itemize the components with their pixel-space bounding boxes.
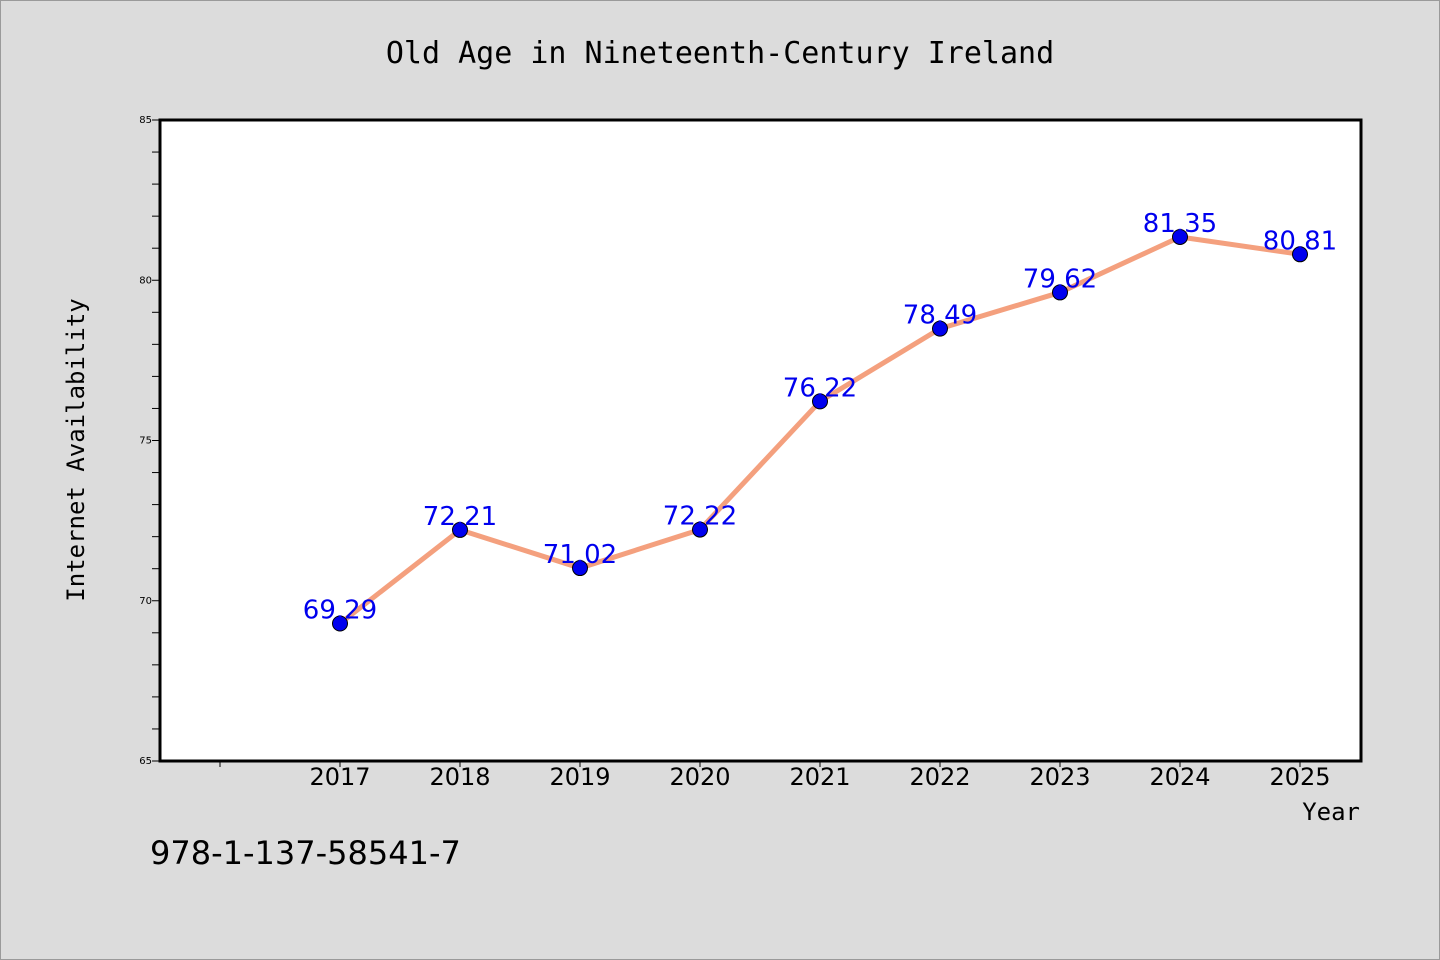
x-tick-label: 2024: [1149, 763, 1210, 791]
y-axis-label: Internet Availability: [62, 298, 90, 601]
x-tick-label: 2022: [909, 763, 970, 791]
data-point: [1052, 284, 1068, 301]
y-tick-label: 70: [139, 596, 152, 607]
data-point: [932, 320, 948, 337]
data-point: [692, 521, 708, 538]
y-tick-label: 85: [139, 115, 152, 126]
isbn-text: 978-1-137-58541-7: [150, 834, 461, 872]
series-group: 69.29 72.21 71.02 72.22 76.22 78.49 79.62 81.35…: [303, 209, 1337, 632]
y-axis: 65 70 75 80 85: [139, 115, 160, 767]
data-point: [1292, 246, 1308, 263]
data-point: [332, 615, 348, 632]
data-point: [572, 560, 588, 577]
data-label: 76.22: [783, 373, 857, 403]
y-tick-label: 75: [139, 436, 152, 447]
data-label: 81.35: [1143, 209, 1217, 239]
x-tick-label: 2018: [429, 763, 490, 791]
data-point: [452, 521, 468, 538]
x-tick-label: 2020: [669, 763, 730, 791]
x-tick-label: 2017: [309, 763, 370, 791]
data-label: 69.29: [303, 596, 377, 626]
data-point: [1172, 228, 1188, 245]
chart-title: Old Age in Nineteenth-Century Ireland: [386, 36, 1054, 71]
data-label: 80.81: [1263, 226, 1337, 256]
data-label: 71.02: [543, 540, 617, 570]
data-label: 78.49: [903, 301, 977, 331]
y-tick-label: 80: [139, 275, 152, 286]
data-label: 72.21: [423, 502, 497, 532]
x-tick-label: 2019: [549, 763, 610, 791]
plot-area: [158, 118, 1363, 763]
y-tick-label: 65: [139, 756, 152, 767]
data-label: 72.22: [663, 502, 737, 532]
data-point: [812, 393, 828, 410]
x-tick-label: 2021: [789, 763, 850, 791]
x-tick-label: 2023: [1029, 763, 1090, 791]
data-label: 79.62: [1023, 264, 1097, 294]
x-tick-label: 2025: [1269, 763, 1330, 791]
x-axis-label: Year: [1302, 798, 1360, 826]
x-axis: 2017 2018 2019 2020 2021 2022 2023 2024 2025: [219, 761, 1331, 791]
